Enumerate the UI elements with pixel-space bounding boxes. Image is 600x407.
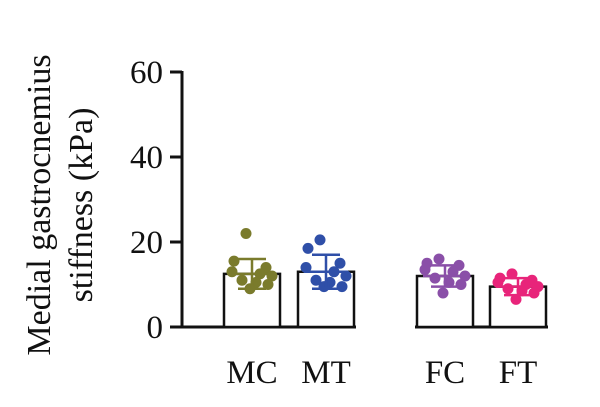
y-axis-title: Medial gastrocnemius stiffness (kPa) (21, 54, 100, 355)
data-points (226, 228, 544, 305)
category-label-fc: FC (425, 355, 465, 391)
point-fc (455, 279, 467, 290)
point-mt (300, 262, 312, 273)
point-mt (336, 281, 348, 293)
error-bars (230, 253, 540, 297)
point-fc (429, 272, 441, 284)
y-tick-label: 20 (130, 225, 163, 261)
category-label-mt: MT (301, 355, 351, 391)
y-tick-label: 60 (130, 55, 163, 91)
point-fc (419, 264, 431, 276)
point-mt (310, 274, 322, 286)
point-mc (228, 255, 240, 267)
point-mc (262, 279, 274, 290)
point-mt (340, 270, 352, 282)
point-ft (492, 276, 504, 288)
point-ft (510, 293, 522, 305)
y-axis-title-line-1: Medial gastrocnemius (21, 54, 58, 355)
y-tick-label: 0 (147, 310, 164, 346)
point-ft (502, 283, 514, 295)
point-mt (318, 281, 330, 293)
point-ft (506, 268, 518, 280)
point-mt (302, 242, 314, 254)
point-mt (334, 257, 346, 269)
point-mt (314, 234, 326, 246)
point-mc (240, 228, 252, 239)
category-label-mc: MC (226, 355, 277, 391)
y-axis-title-line-2: stiffness (kPa) (63, 108, 100, 303)
y-tick-label: 40 (130, 140, 163, 176)
point-fc (433, 253, 445, 265)
point-fc (437, 287, 449, 299)
point-mc (236, 274, 248, 286)
point-fc (447, 266, 459, 278)
point-ft (528, 287, 540, 299)
category-label-ft: FT (499, 355, 538, 391)
labels: 0 20 40 60 MC MT FC FT (130, 55, 537, 391)
point-mc (226, 266, 238, 278)
